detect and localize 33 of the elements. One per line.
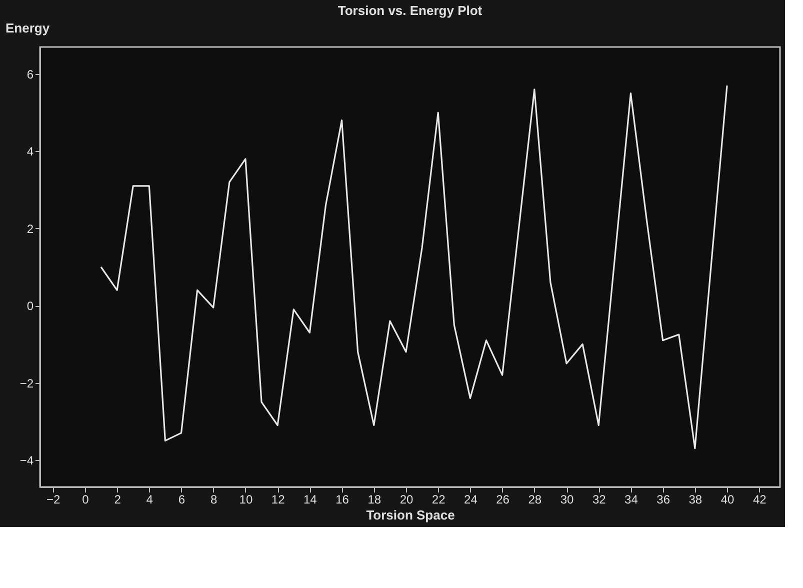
y-tick-label: −4: [20, 453, 34, 468]
line-series: [100, 84, 728, 450]
x-tick-label: 22: [432, 492, 446, 506]
chart-title: Torsion vs. Energy Plot: [338, 3, 483, 18]
x-tick-label: 10: [239, 492, 253, 506]
x-tick-label: 2: [114, 492, 122, 506]
y-tick-label: −2: [20, 376, 34, 390]
y-axis-title: Energy: [6, 20, 50, 36]
x-tick-label: 34: [624, 492, 638, 506]
y-tick-label: 4: [26, 144, 34, 159]
x-tick-label: 38: [688, 492, 702, 506]
x-tick-label: 26: [496, 492, 510, 506]
x-axis-title: Torsion Space: [366, 508, 455, 522]
x-tick-label: 8: [210, 492, 218, 506]
y-tick-label: 6: [26, 68, 34, 82]
x-tick-label: 28: [528, 492, 542, 506]
x-tick-label: 16: [336, 492, 350, 506]
x-tick-label: 24: [464, 492, 478, 506]
x-tick-label: 36: [656, 492, 670, 506]
x-tick-label: 20: [400, 492, 414, 506]
y-tick-label: 2: [26, 222, 34, 236]
x-tick-label: 40: [720, 492, 735, 506]
x-tick-label: 18: [368, 492, 382, 506]
x-tick-label: 6: [178, 492, 186, 506]
x-tick-label: 30: [560, 492, 574, 506]
x-tick-label: −2: [46, 492, 61, 506]
x-tick-label: 4: [146, 492, 154, 506]
x-tick-label: 32: [592, 492, 606, 506]
y-tick-label: 0: [26, 299, 34, 314]
x-tick-label: 0: [82, 492, 90, 506]
x-tick-label: 12: [271, 492, 286, 506]
x-tick-label: 14: [303, 492, 318, 506]
x-tick-label: 42: [752, 492, 767, 506]
